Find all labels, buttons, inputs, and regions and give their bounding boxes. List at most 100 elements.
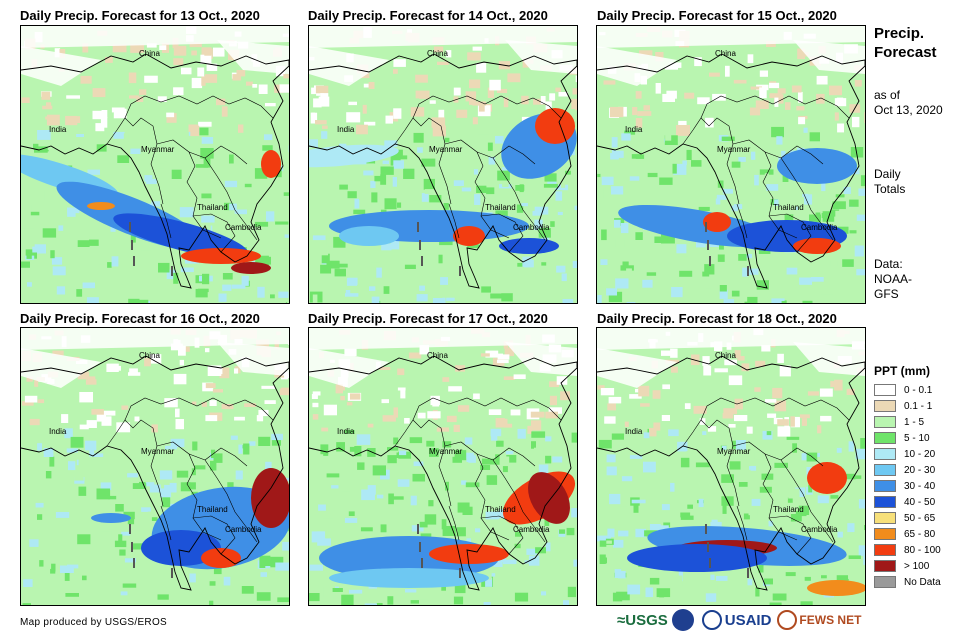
rain-band xyxy=(807,462,847,494)
precip-cell xyxy=(817,495,829,504)
precip-cell xyxy=(383,286,390,294)
precip-cell xyxy=(75,213,88,217)
precip-cell xyxy=(264,134,273,141)
precip-cell xyxy=(503,376,515,380)
precip-cell xyxy=(621,133,631,141)
country-border xyxy=(448,203,460,239)
precip-cell xyxy=(442,441,452,448)
country-label-myanmar: Myanmar xyxy=(429,447,463,456)
precip-cell xyxy=(791,85,802,93)
precip-cell xyxy=(359,189,364,201)
precip-cell xyxy=(222,273,233,280)
precip-cell xyxy=(166,112,175,118)
precip-cell xyxy=(671,287,683,298)
precip-cell xyxy=(437,61,449,65)
precip-cell xyxy=(748,277,763,283)
precip-cell xyxy=(691,160,702,167)
precip-cell xyxy=(270,556,284,568)
precip-cell xyxy=(571,98,577,109)
precip-cell xyxy=(189,42,202,48)
precip-cell xyxy=(653,422,661,431)
precip-cell xyxy=(262,145,273,151)
forecast-map-17-oct: China India Myanmar Thailand Cambodia xyxy=(308,327,578,606)
precip-cell xyxy=(645,587,654,598)
precip-cell xyxy=(77,534,91,545)
rain-band xyxy=(429,544,509,564)
precip-cell xyxy=(620,223,629,234)
precip-cell xyxy=(549,395,557,406)
fews-seal-icon xyxy=(777,610,798,630)
precip-cell xyxy=(252,84,258,88)
precip-cell xyxy=(416,294,428,302)
country-border xyxy=(736,505,748,541)
precip-cell xyxy=(166,113,177,123)
precip-cell xyxy=(560,391,570,401)
country-label-china: China xyxy=(427,351,448,360)
country-label-cambodia: Cambodia xyxy=(225,525,262,534)
map-graphic: China India Myanmar Thailand Cambodia xyxy=(21,26,289,303)
precip-cell xyxy=(728,424,736,428)
precip-cell xyxy=(507,251,521,258)
precip-cell xyxy=(864,112,865,123)
map-graphic: China India Myanmar Thailand Cambodia xyxy=(21,328,289,605)
precip-cell xyxy=(684,403,691,409)
precip-cell xyxy=(741,363,750,372)
precip-cell xyxy=(30,211,40,216)
precip-cell xyxy=(229,203,237,211)
precip-cell xyxy=(52,266,66,276)
rain-band xyxy=(535,108,575,144)
precip-cell xyxy=(759,486,772,493)
precip-cell xyxy=(759,169,774,175)
precip-cell xyxy=(830,209,840,217)
precip-cell xyxy=(101,110,108,119)
precip-cell xyxy=(354,446,362,457)
precip-cell xyxy=(503,97,509,108)
island xyxy=(131,542,133,552)
precip-cell xyxy=(256,415,264,422)
precip-cell xyxy=(559,529,566,534)
precip-cell xyxy=(312,235,326,241)
precip-cell xyxy=(543,183,558,188)
precip-cell xyxy=(473,393,480,400)
precip-cell xyxy=(531,420,542,431)
country-label-myanmar: Myanmar xyxy=(429,145,463,154)
precip-cell xyxy=(51,563,56,572)
precip-cell xyxy=(820,285,834,295)
precip-cell xyxy=(761,473,774,480)
precip-cell xyxy=(837,123,844,133)
forecast-map-13-oct: China India Myanmar Thailand Cambodia xyxy=(20,25,290,304)
precip-cell xyxy=(321,253,330,264)
precip-cell xyxy=(129,95,140,99)
precip-cell xyxy=(344,517,358,523)
precip-cell xyxy=(615,278,629,289)
precip-cell xyxy=(37,399,45,404)
precip-cell xyxy=(271,437,281,446)
precip-cell xyxy=(219,367,230,379)
precip-cell xyxy=(627,584,641,595)
precip-cell xyxy=(474,194,481,205)
precip-cell xyxy=(60,565,74,573)
country-label-myanmar: Myanmar xyxy=(717,447,751,456)
precip-cell xyxy=(738,482,748,487)
precip-cell xyxy=(490,428,502,437)
legend-label: 20 - 30 xyxy=(904,464,936,476)
precip-cell xyxy=(55,493,62,500)
precip-cell xyxy=(384,140,398,147)
precip-cell xyxy=(170,343,183,351)
precip-cell xyxy=(334,268,346,277)
precip-cell xyxy=(820,415,832,422)
precip-cell xyxy=(221,404,234,410)
precip-cell xyxy=(144,75,158,83)
precip-cell xyxy=(203,156,211,168)
forecast-map-16-oct: China India Myanmar Thailand Cambodia xyxy=(20,327,290,606)
precip-cell xyxy=(774,400,787,412)
precip-cell xyxy=(665,133,672,141)
precip-cell xyxy=(850,147,864,158)
precip-cell xyxy=(283,375,289,379)
dry-area xyxy=(21,348,101,388)
precip-cell xyxy=(159,248,173,255)
precip-cell xyxy=(364,603,377,605)
rain-band xyxy=(261,150,281,178)
precip-cell xyxy=(79,392,93,403)
country-label-india: India xyxy=(337,125,355,134)
